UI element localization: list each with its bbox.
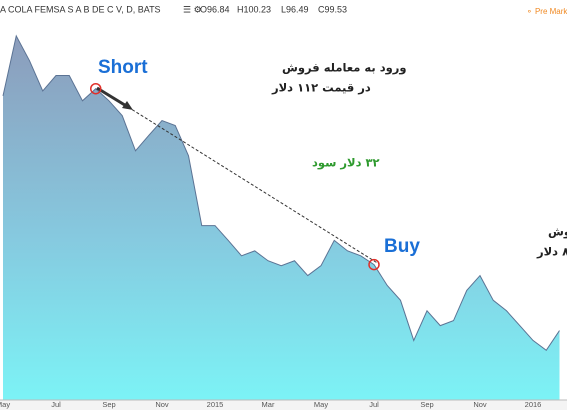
ohlc-open: O96.84 [200,4,230,14]
trade-point [368,258,380,271]
x-tick-label: Sep [102,400,115,409]
x-tick-label: Jul [369,400,379,409]
short-note-2: در قیمت ۱۱۲ دلار [271,81,371,95]
trade-point [90,82,102,95]
x-tick-label: Nov [155,400,169,409]
x-tick-label: May [0,400,10,409]
x-tick-label: Jul [51,400,61,409]
short-note-1: ورود به معامله فروش [282,61,407,76]
x-tick-label: May [314,400,328,409]
x-tick-label: Sep [420,400,433,409]
x-tick-label: 2015 [207,400,224,409]
buy-note-1: خروج از معامله فروش [548,225,567,240]
short-label: Short [98,57,148,78]
profit-label: ۳۲ دلار سود [312,156,380,171]
symbol: A COLA FEMSA S A B DE C V, D, BATS [0,4,161,14]
plot [2,34,560,400]
x-tick-label: Nov [473,400,487,409]
ohlc-low: L96.49 [281,4,309,14]
arrow-head [122,101,133,110]
buy-label: Buy [384,236,420,257]
header-icons: ☰ ⚙ [183,4,202,14]
x-axis-bar [0,400,567,410]
market-status: ⚬ Pre Market [526,7,567,16]
ohlc-high: H100.23 [237,4,271,14]
header-bar [0,0,567,20]
buy-note-2: در قیمت ۸۰ دلار [536,245,567,259]
x-tick-label: Mar [262,400,275,409]
area-fill [3,35,560,400]
x-tick-label: 2016 [525,400,542,409]
price-line [2,34,560,352]
status-text: Pre Market [535,7,567,16]
trade-line [127,106,380,265]
arrow-head-line [96,86,129,109]
ohlc-close: C99.53 [318,4,347,14]
